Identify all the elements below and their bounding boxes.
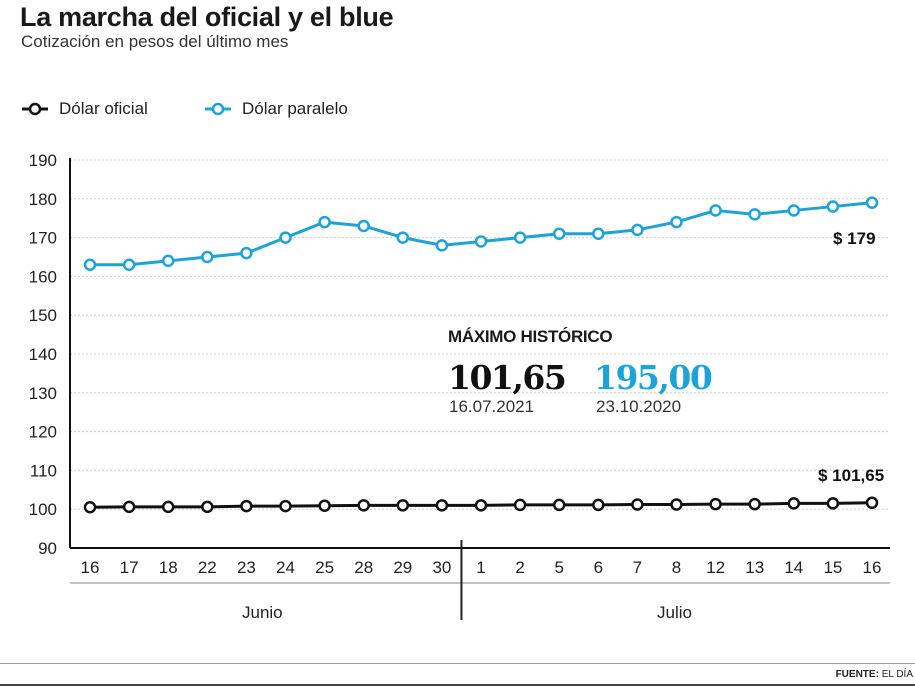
y-tick-label: 180 <box>29 190 57 209</box>
data-point-paralelo <box>592 227 605 240</box>
y-tick-label: 100 <box>29 500 57 519</box>
x-tick-label: 30 <box>432 558 451 577</box>
y-tick-label: 110 <box>30 461 57 480</box>
y-tick-label: 170 <box>29 229 57 248</box>
series <box>83 196 879 514</box>
data-point-paralelo <box>240 246 253 260</box>
data-point-paralelo <box>318 215 331 229</box>
data-point-paralelo <box>83 258 97 272</box>
end-label-paralelo: $ 179 <box>833 229 876 248</box>
legend-label-paralelo: Dólar paralelo <box>242 99 348 118</box>
data-point-paralelo <box>552 227 566 240</box>
data-point-oficial <box>435 499 449 512</box>
max-oficial-date: 16.07.2021 <box>449 397 535 416</box>
data-point-oficial <box>592 498 605 512</box>
data-point-paralelo <box>161 254 175 268</box>
data-point-oficial <box>552 498 566 512</box>
y-tick-label: 140 <box>29 345 57 364</box>
data-point-paralelo <box>396 231 410 244</box>
data-point-paralelo <box>474 235 488 248</box>
x-tick-label: 17 <box>120 558 139 577</box>
data-point-paralelo <box>631 223 644 237</box>
footer-bottom-rule <box>0 684 915 686</box>
x-tick-label: 2 <box>515 558 524 577</box>
data-point-oficial <box>513 498 527 512</box>
data-point-paralelo <box>357 219 370 233</box>
x-tick-label: 16 <box>863 558 882 577</box>
x-tick-label: 5 <box>554 558 563 577</box>
data-point-paralelo <box>709 204 722 217</box>
data-point-oficial <box>865 496 879 510</box>
data-point-oficial <box>357 499 370 512</box>
data-point-paralelo <box>201 250 214 264</box>
data-point-oficial <box>826 497 840 510</box>
y-tick-label: 190 <box>29 151 57 170</box>
data-point-oficial <box>787 497 801 510</box>
data-point-oficial <box>122 500 136 514</box>
x-tick-label: 1 <box>476 558 485 577</box>
data-point-paralelo <box>435 239 449 252</box>
data-point-paralelo <box>513 231 527 244</box>
x-tick-label: 7 <box>633 558 642 577</box>
data-point-paralelo <box>279 231 292 244</box>
x-tick-label: 25 <box>315 558 334 577</box>
x-tick-label: 24 <box>276 558 295 577</box>
data-point-oficial <box>240 499 253 513</box>
source-name: EL DÍA <box>881 669 913 680</box>
data-point-oficial <box>83 501 97 514</box>
data-point-oficial <box>396 499 410 512</box>
max-paralelo-date: 23.10.2020 <box>596 397 682 416</box>
data-point-paralelo <box>826 200 840 213</box>
x-tick-label: 18 <box>159 558 178 577</box>
chart-subtitle: Cotización en pesos del último mes <box>21 32 289 51</box>
x-tick-label: 6 <box>594 558 603 577</box>
end-label-oficial: $ 101,65 <box>818 466 885 485</box>
x-tick-label: 16 <box>81 558 100 577</box>
source-credit: FUENTE: EL DÍA <box>836 669 913 680</box>
x-tick-label: 8 <box>672 558 681 577</box>
data-point-paralelo <box>748 208 761 221</box>
source-label: FUENTE: <box>835 669 879 680</box>
max-oficial-value: 101,65 <box>448 358 567 397</box>
x-tick-label: 22 <box>198 558 217 577</box>
x-tick-label: 28 <box>354 558 373 577</box>
x-tick-label: 13 <box>745 558 764 577</box>
x-tick-label: 14 <box>784 558 803 577</box>
data-point-oficial <box>161 500 175 514</box>
month-label-julio: Julio <box>657 603 692 622</box>
data-point-oficial <box>474 499 488 512</box>
y-tick-label: 90 <box>38 539 57 558</box>
x-tick-label: 12 <box>706 558 725 577</box>
data-point-paralelo <box>787 204 801 217</box>
x-tick-label: 29 <box>393 558 412 577</box>
data-point-paralelo <box>670 215 683 229</box>
data-point-oficial <box>201 500 214 514</box>
y-tick-label: 150 <box>29 306 57 325</box>
month-label-junio: Junio <box>242 603 283 622</box>
max-paralelo-value: 195,00 <box>594 358 713 397</box>
data-point-oficial <box>318 499 331 512</box>
data-point-oficial <box>670 498 683 511</box>
legend-item-oficial: Dólar oficial <box>20 99 148 119</box>
data-point-paralelo <box>122 258 136 272</box>
data-point-oficial <box>631 498 644 511</box>
x-tick-label: 23 <box>237 558 256 577</box>
data-point-oficial <box>279 499 292 513</box>
footer-divider <box>0 663 915 664</box>
legend-label-oficial: Dólar oficial <box>59 99 148 118</box>
y-tick-label: 130 <box>29 384 57 403</box>
y-tick-label: 160 <box>29 267 57 286</box>
x-tick-label: 15 <box>823 558 842 577</box>
data-point-oficial <box>709 497 722 511</box>
legend-marker-paralelo-icon <box>205 102 231 116</box>
max-historico-title: MÁXIMO HISTÓRICO <box>448 327 613 346</box>
data-point-oficial <box>748 497 761 511</box>
chart-title: La marcha del oficial y el blue <box>20 2 394 32</box>
y-tick-label: 120 <box>29 423 57 442</box>
legend-marker-oficial-icon <box>22 102 48 116</box>
legend-item-paralelo: Dólar paralelo <box>203 99 348 119</box>
data-point-paralelo <box>865 196 879 209</box>
